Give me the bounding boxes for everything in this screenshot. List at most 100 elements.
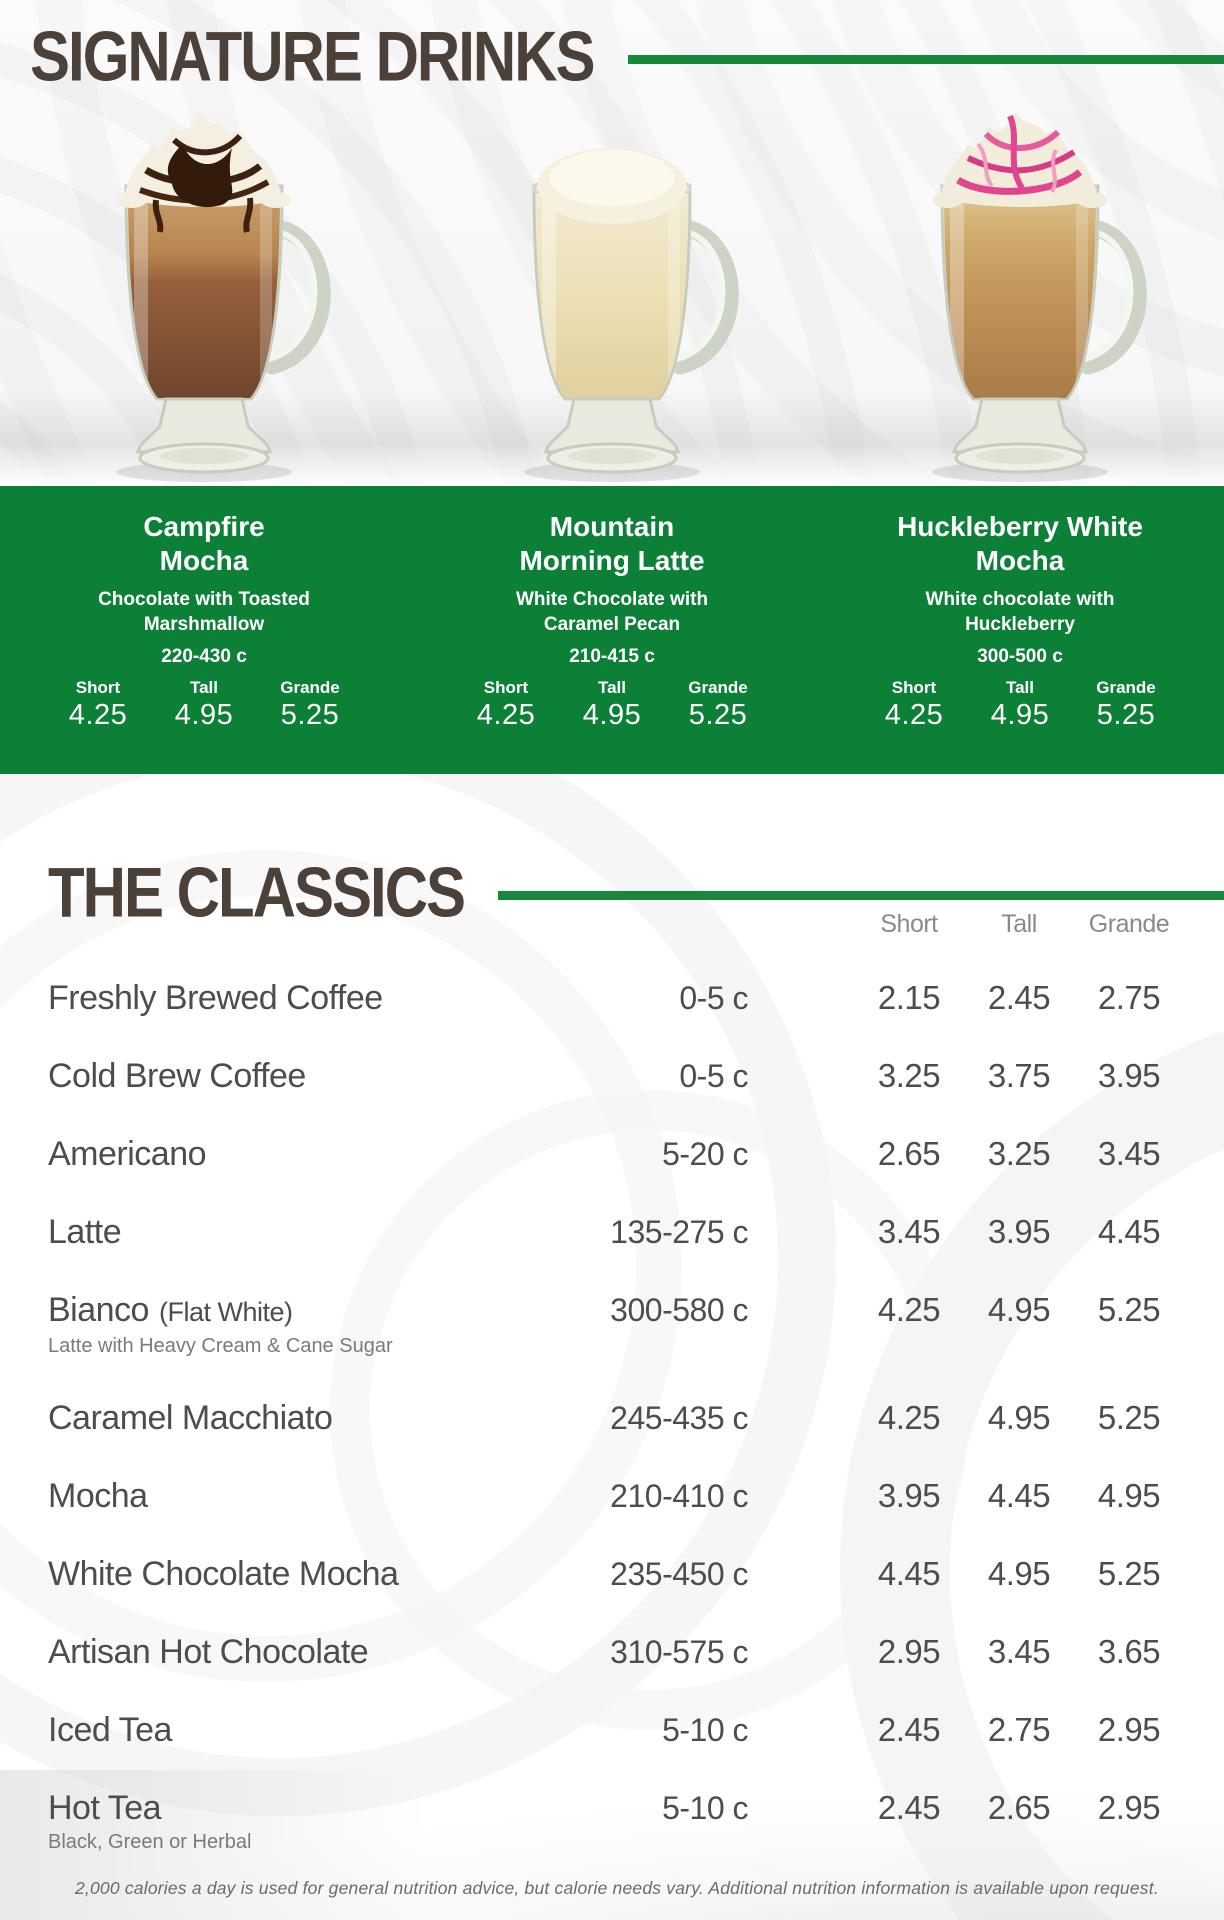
item-price-tall: 3.25 [987,1135,1051,1172]
signature-drinks-header: SIGNATURE DRINKS [30,17,1224,96]
item-price-tall: 2.65 [987,1789,1051,1826]
drink-calories: 210-415 c [569,646,655,667]
item-calories: 135-275 c [610,1214,748,1250]
item-price-grande: 5.25 [1097,1399,1161,1436]
item-calories: 210-410 c [610,1478,748,1514]
menu-row: White Chocolate Mocha 235-450 c 4.45 4.9… [0,1555,1224,1593]
item-price-tall: 3.45 [987,1633,1051,1670]
item-name: Hot Tea Black, Green or Herbal [48,1789,548,1855]
whipped-pink-drizzle-mug-image [932,112,1147,482]
foam-latte-mug-image [524,148,739,482]
item-price-grande: 4.45 [1097,1213,1161,1250]
signature-card-huckleberry-white-mocha: Huckleberry White Mocha White chocolate … [816,486,1224,774]
size-label-tall: Tall [597,678,627,697]
nutrition-disclaimer: 2,000 calories a day is used for general… [75,1878,1159,1898]
item-name: Americano [48,1135,548,1173]
background-watermark [0,760,1224,1920]
size-label-short: Short [891,678,937,697]
size-label-grande: Grande [1096,678,1156,697]
item-name: Freshly Brewed Coffee [48,979,548,1017]
drink-name-line1: Huckleberry White [897,511,1143,542]
item-name: Cold Brew Coffee [48,1057,548,1095]
item-price-tall: 3.75 [987,1057,1051,1094]
size-labels-row: Short Tall Grande [453,678,771,698]
item-price-grande: 3.95 [1097,1057,1161,1094]
size-labels-row: Short Tall Grande [861,678,1179,698]
price-grande: 5.25 [1096,699,1156,731]
item-name-text: Hot Tea [48,1789,162,1827]
item-name-text: Artisan Hot Chocolate [48,1633,369,1671]
drink-description: Chocolate with Toasted Marshmallow [98,589,310,635]
item-calories: 245-435 c [610,1400,748,1436]
item-name-text: Caramel Macchiato [48,1399,333,1437]
item-price-tall: 4.95 [987,1399,1051,1436]
item-price-grande: 5.25 [1097,1555,1161,1592]
green-divider-line [498,891,1224,900]
item-name-text: Mocha [48,1477,148,1515]
drink-description: White chocolate with Huckleberry [925,589,1115,635]
item-price-grande: 2.95 [1097,1711,1161,1748]
menu-row: Caramel Macchiato 245-435 c 4.25 4.95 5.… [0,1399,1224,1437]
price-short: 4.25 [884,699,944,731]
item-calories: 5-20 c [662,1136,748,1172]
item-price-short: 2.15 [877,979,941,1016]
item-price-grande: 5.25 [1097,1291,1161,1328]
item-note: Latte with Heavy Cream & Cane Sugar [48,1335,393,1357]
item-price-grande: 2.75 [1097,979,1161,1016]
price-short: 4.25 [68,699,128,731]
item-name: Mocha [48,1477,548,1515]
menu-row: Latte 135-275 c 3.45 3.95 4.45 [0,1213,1224,1251]
drink-calories: 220-430 c [161,646,247,667]
drink-name: Mountain Morning Latte [519,510,704,578]
item-price-short: 2.65 [877,1135,941,1172]
signature-drinks-band: Campfire Mocha Chocolate with Toasted Ma… [0,486,1224,774]
item-price-grande: 3.65 [1097,1633,1161,1670]
signature-card-mountain-morning-latte: Mountain Morning Latte White Chocolate w… [408,486,816,774]
item-price-grande: 4.95 [1097,1477,1161,1514]
menu-row: Mocha 210-410 c 3.95 4.45 4.95 [0,1477,1224,1515]
classics-menu-table: Short Tall Grande Freshly Brewed Coffee … [0,910,1224,1855]
item-price-grande: 3.45 [1097,1135,1161,1172]
item-name: Caramel Macchiato [48,1399,548,1437]
item-name-text: Latte [48,1213,122,1251]
signature-card-campfire-mocha: Campfire Mocha Chocolate with Toasted Ma… [0,486,408,774]
size-labels-row: Short Tall Grande [45,678,363,698]
drink-name-line1: Mountain [549,511,675,542]
drink-name-line2: Mocha [159,545,249,576]
item-name-text: Bianco [48,1291,149,1329]
campfire-mocha-photo [0,95,408,485]
item-price-short: 2.45 [877,1789,941,1826]
item-calories: 5-10 c [662,1712,748,1748]
green-divider-line [627,55,1224,64]
menu-row: Freshly Brewed Coffee 0-5 c 2.15 2.45 2.… [0,979,1224,1017]
drink-name-line2: Mocha [975,545,1065,576]
item-name: Iced Tea [48,1711,548,1749]
item-name-suffix: (Flat White) [158,1297,293,1327]
item-calories: 5-10 c [662,1790,748,1826]
item-price-tall: 4.45 [987,1477,1051,1514]
item-price-short: 2.95 [877,1633,941,1670]
item-price-short: 4.25 [877,1291,941,1328]
item-name: Artisan Hot Chocolate [48,1633,548,1671]
drink-photos-row [0,95,1224,485]
item-calories: 235-450 c [610,1556,748,1592]
size-label-grande: Grande [280,678,340,697]
mountain-morning-latte-photo [408,95,816,485]
item-price-tall: 2.75 [987,1711,1051,1748]
item-name: Bianco (Flat White) Latte with Heavy Crea… [48,1291,548,1359]
size-label-tall: Tall [189,678,219,697]
item-price-grande: 2.95 [1097,1789,1161,1826]
item-calories: 300-580 c [610,1292,748,1328]
drink-calories: 300-500 c [977,646,1063,667]
menu-row: Bianco (Flat White) Latte with Heavy Crea… [0,1291,1224,1359]
item-name-text: Iced Tea [48,1711,172,1749]
prices-row: 4.25 4.95 5.25 [45,699,363,732]
huckleberry-white-mocha-photo [816,95,1224,485]
whipped-chocolate-mug-image [116,112,331,482]
menu-row: Artisan Hot Chocolate 310-575 c 2.95 3.4… [0,1633,1224,1671]
signature-drinks-title: SIGNATURE DRINKS [30,16,596,97]
menu-rows: Freshly Brewed Coffee 0-5 c 2.15 2.45 2.… [0,979,1224,1855]
item-calories: 310-575 c [610,1634,748,1670]
size-column-headers: Short Tall Grande [0,910,1224,939]
size-label-tall: Tall [1005,678,1035,697]
